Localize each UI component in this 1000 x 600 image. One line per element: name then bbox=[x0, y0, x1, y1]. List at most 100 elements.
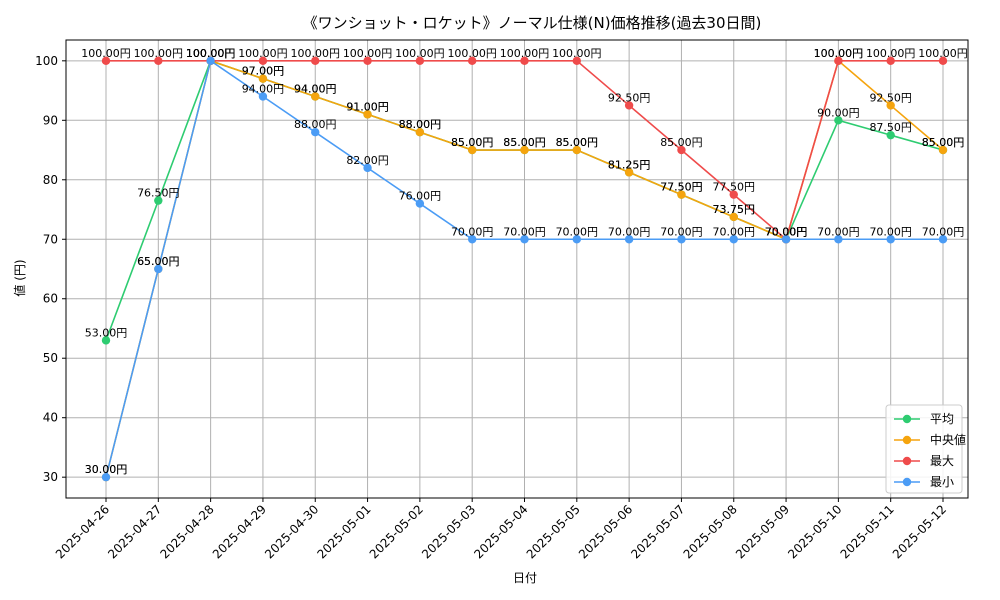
data-point bbox=[467, 235, 477, 244]
data-label: 70.00円 bbox=[556, 225, 599, 238]
legend-marker bbox=[902, 435, 912, 445]
legend-marker bbox=[902, 477, 912, 487]
data-point bbox=[311, 92, 320, 101]
y-tick-label: 70 bbox=[43, 232, 58, 246]
data-label: 100.00円 bbox=[186, 47, 236, 60]
data-label: 85.00円 bbox=[922, 136, 965, 149]
data-label: 100.00円 bbox=[238, 47, 288, 60]
data-point bbox=[520, 56, 529, 66]
legend-box bbox=[885, 404, 963, 494]
data-label: 100.00円 bbox=[291, 47, 341, 60]
data-label: 81.25円 bbox=[608, 158, 651, 171]
data-label: 94.00円 bbox=[294, 83, 337, 96]
x-axis: 2025-04-262025-04-272025-04-282025-04-29… bbox=[53, 498, 949, 561]
data-point bbox=[467, 145, 477, 155]
data-point bbox=[363, 56, 372, 66]
data-label: 85.00円 bbox=[503, 136, 546, 149]
data-point bbox=[572, 145, 582, 155]
data-label: 85.00円 bbox=[451, 136, 494, 149]
chart-title: 《ワンショット・ロケット》ノーマル仕様(N)価格推移(過去30日間) bbox=[303, 14, 762, 32]
legend-item: 中央値 bbox=[894, 432, 966, 447]
data-label: 76.00円 bbox=[399, 190, 442, 203]
data-label: 100.00円 bbox=[186, 47, 236, 60]
data-label: 100.00円 bbox=[395, 47, 445, 60]
x-tick-label: 2025-05-01 bbox=[314, 502, 373, 561]
data-label: 100.00円 bbox=[552, 47, 602, 60]
data-label: 77.50円 bbox=[660, 181, 703, 194]
plot-area bbox=[65, 39, 969, 499]
series-3 bbox=[101, 56, 948, 482]
x-tick-label: 2025-04-27 bbox=[105, 502, 164, 561]
data-label: 70.00円 bbox=[765, 225, 808, 238]
x-tick-label: 2025-05-07 bbox=[628, 502, 687, 561]
data-point bbox=[938, 145, 948, 155]
data-label: 85.00円 bbox=[451, 136, 494, 149]
data-point bbox=[886, 235, 895, 244]
y-axis: 30 40 50 60 70 80 90 100 bbox=[35, 54, 66, 484]
legend-item: 最小 bbox=[894, 475, 954, 489]
data-labels: 53.00円 76.50円 100.00円 97.00円 94.00円 91.00円 88.… bbox=[81, 47, 968, 476]
data-label: 100.00円 bbox=[814, 47, 864, 60]
data-label: 65.00円 bbox=[137, 255, 180, 268]
data-point bbox=[834, 56, 843, 66]
data-label: 73.75円 bbox=[713, 203, 756, 216]
data-point bbox=[677, 190, 686, 199]
data-label: 73.75円 bbox=[713, 203, 756, 216]
data-label: 88.00円 bbox=[399, 118, 442, 131]
data-label: 85.00円 bbox=[503, 136, 546, 149]
data-label: 85.00円 bbox=[556, 136, 599, 149]
data-label: 88.00円 bbox=[399, 118, 442, 131]
data-point bbox=[467, 56, 477, 66]
data-point bbox=[938, 56, 948, 66]
x-tick-label: 2025-05-04 bbox=[471, 502, 530, 561]
data-label: 92.50円 bbox=[869, 91, 912, 104]
data-point bbox=[624, 235, 634, 244]
data-point bbox=[101, 336, 111, 345]
data-label: 70.00円 bbox=[451, 225, 494, 238]
legend-marker bbox=[902, 456, 912, 466]
data-label: 100.00円 bbox=[343, 47, 393, 60]
data-point bbox=[101, 472, 111, 482]
data-point bbox=[886, 56, 895, 66]
data-label: 91.00円 bbox=[346, 100, 389, 113]
x-tick-label: 2025-05-11 bbox=[838, 502, 897, 561]
data-point bbox=[677, 145, 686, 155]
data-label: 100.00円 bbox=[134, 47, 184, 60]
data-label: 70.00円 bbox=[503, 225, 546, 238]
data-label: 30.00円 bbox=[85, 463, 128, 476]
series-2 bbox=[101, 56, 948, 244]
data-point bbox=[415, 127, 425, 137]
y-tick-label: 50 bbox=[43, 351, 58, 365]
data-point bbox=[572, 56, 582, 66]
data-label: 100.00円 bbox=[186, 47, 236, 60]
data-label: 77.50円 bbox=[660, 181, 703, 194]
data-point bbox=[154, 56, 163, 66]
x-tick-label: 2025-05-08 bbox=[681, 502, 740, 561]
x-tick-label: 2025-04-29 bbox=[210, 502, 269, 561]
data-point bbox=[154, 196, 163, 205]
data-label: 94.00円 bbox=[242, 83, 285, 96]
legend-label: 最大 bbox=[930, 454, 954, 468]
data-label: 30.00円 bbox=[85, 463, 128, 476]
data-point bbox=[363, 163, 372, 173]
x-tick-label: 2025-05-10 bbox=[785, 502, 844, 561]
data-point bbox=[729, 190, 738, 199]
data-point bbox=[729, 235, 738, 244]
y-tick-label: 90 bbox=[43, 113, 58, 127]
y-tick-label: 60 bbox=[43, 292, 58, 306]
data-point bbox=[624, 101, 634, 110]
y-axis-label: 値 (円) bbox=[12, 259, 27, 296]
data-label: 85.00円 bbox=[660, 136, 703, 149]
data-label: 100.00円 bbox=[447, 47, 497, 60]
data-label: 82.00円 bbox=[346, 154, 389, 167]
x-tick-label: 2025-05-03 bbox=[419, 502, 478, 561]
data-point bbox=[154, 264, 163, 274]
data-point bbox=[311, 56, 320, 66]
legend-item: 最大 bbox=[894, 454, 954, 468]
data-point bbox=[415, 56, 425, 66]
data-label: 70.00円 bbox=[765, 225, 808, 238]
data-point bbox=[101, 56, 111, 66]
x-tick-label: 2025-04-30 bbox=[262, 502, 321, 561]
